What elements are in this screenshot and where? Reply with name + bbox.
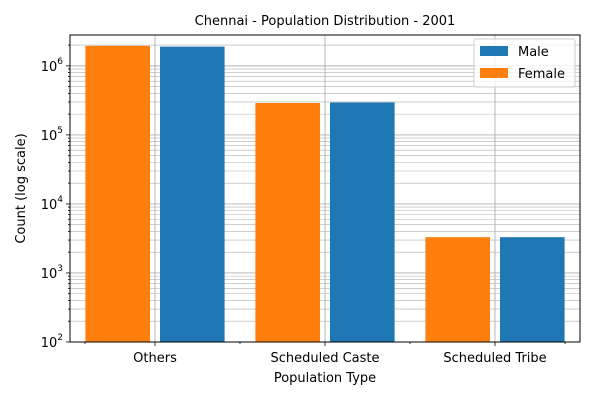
y-tick-label: 105 — [41, 126, 63, 144]
y-tick-label: 102 — [41, 333, 63, 351]
y-axis-label: Count (log scale) — [14, 133, 29, 243]
bars — [85, 45, 565, 343]
y-tick-label: 103 — [41, 264, 63, 282]
bar-male — [160, 46, 225, 343]
bar-male — [500, 237, 565, 342]
bar-female — [85, 45, 150, 342]
y-tick-label: 104 — [41, 195, 64, 213]
bar-female — [255, 102, 320, 342]
x-tick-label: Others — [133, 351, 177, 366]
legend-label-male: Male — [518, 45, 549, 60]
bar-male — [330, 102, 395, 342]
legend-label-female: Female — [518, 67, 565, 82]
bar-female — [425, 237, 490, 342]
legend: Male Female — [473, 38, 576, 88]
chart-title: Chennai - Population Distribution - 2001 — [195, 14, 456, 29]
axis-ticks: Others Scheduled Caste Scheduled Tribe 102 1… — [41, 44, 566, 366]
x-tick-label: Scheduled Tribe — [443, 351, 546, 366]
x-axis-label: Population Type — [274, 371, 376, 386]
x-tick-label: Scheduled Caste — [270, 351, 379, 366]
legend-swatch-male — [480, 46, 508, 56]
legend-swatch-female — [480, 68, 508, 78]
y-tick-label: 106 — [41, 57, 64, 75]
